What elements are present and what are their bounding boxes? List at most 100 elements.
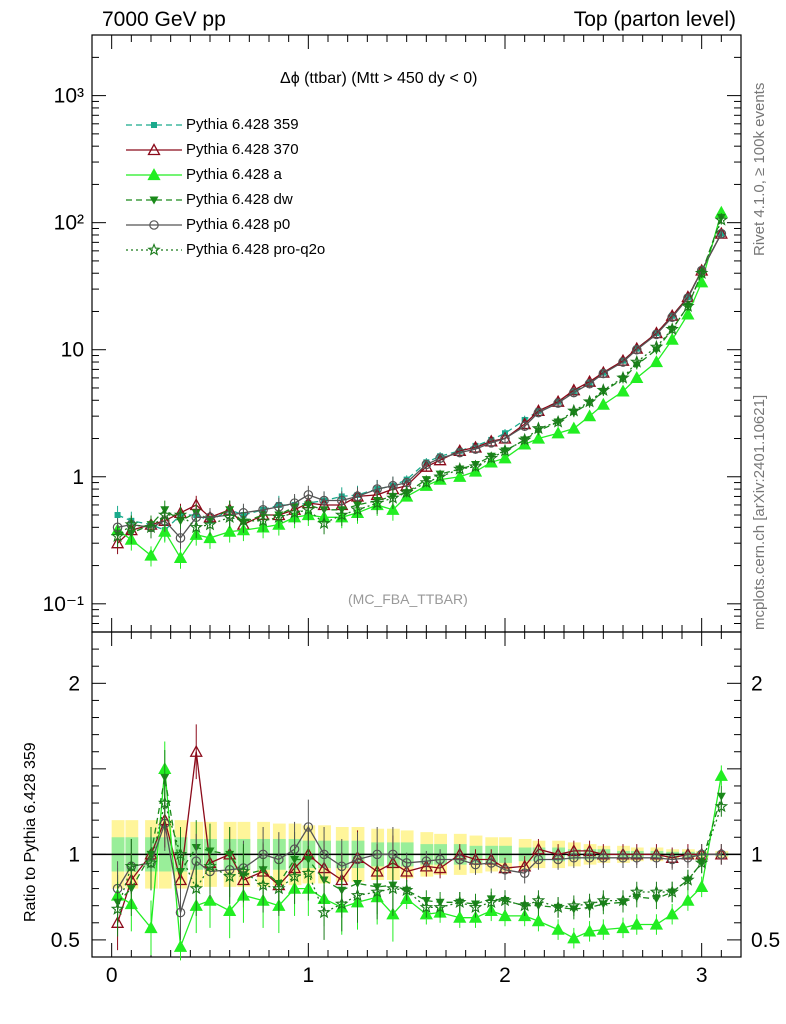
ratio-point-pp0: [651, 852, 662, 863]
legend-item-pdw: Pythia 6.428 dw: [124, 187, 325, 212]
ratio-point-pq2o: [386, 881, 400, 895]
main-y-tick-label: 10²: [54, 212, 84, 235]
ratio-point-pq2o: [665, 884, 679, 898]
ratio-point-pq2o: [144, 855, 158, 869]
main-point-pp0: [553, 398, 563, 408]
legend-label-pq2o: Pythia 6.428 pro-q2o: [186, 241, 326, 258]
main-point-pp0: [519, 421, 530, 432]
main-point-pa: [665, 332, 679, 345]
main-point-pq2o: [629, 354, 644, 368]
ratio-point-pp0: [435, 854, 445, 865]
analysis-watermark: (MC_FBA_TTBAR): [348, 591, 468, 607]
legend-label-pdw: Pythia 6.428 dw: [186, 191, 293, 208]
ratio-point-pq2o: [433, 900, 447, 914]
ratio-point-pq2o: [714, 799, 729, 813]
main-point-pq2o: [144, 520, 158, 534]
ratio-point-pa: [173, 939, 188, 952]
ratio-point-pq2o: [498, 893, 512, 907]
main-point-pq2o: [173, 507, 188, 521]
ratio-point-pp0: [667, 854, 677, 865]
legend-swatch-pa: [126, 167, 182, 180]
main-point-pp0: [533, 407, 544, 418]
legend-label-pa: Pythia 6.428 a: [186, 166, 282, 183]
legend-marker-pq2o: [147, 242, 161, 256]
main-point-pa: [582, 409, 597, 422]
legend-label-pp0: Pythia 6.428 p0: [186, 216, 291, 233]
ratio-point-pq2o: [681, 872, 695, 886]
main-series-p370: [110, 226, 728, 555]
ratio-point-pq2o: [301, 866, 316, 879]
ratio-point-pp0: [401, 858, 412, 868]
ratio-point-pq2o: [189, 881, 204, 895]
plot-title: Δϕ (ttbar) (Mtt > 450 dy < 0): [280, 70, 478, 87]
rivet-version-label: Rivet 4.1.0, ≥ 100k events: [751, 82, 768, 256]
ratio-point-pp0: [519, 868, 530, 878]
main-point-pp0: [651, 329, 662, 340]
main-point-pq2o: [484, 451, 499, 464]
ratio-y-tick-label-left: 0.5: [51, 929, 80, 952]
main-point-pq2o: [551, 414, 565, 428]
main-y-tick-label: 10⁻¹: [43, 593, 84, 616]
main-point-pp0: [486, 438, 497, 448]
ratio-point-pp0: [352, 854, 363, 865]
main-point-pa: [144, 548, 158, 561]
main-point-pp0: [470, 444, 481, 454]
main-point-pq2o: [317, 516, 331, 530]
main-series-pq2o: [110, 212, 729, 548]
ratio-point-pp0: [683, 852, 693, 863]
main-point-pp0: [336, 495, 347, 506]
mcplots-label: mcplots.cern.ch [arXiv:2401.10621]: [751, 394, 768, 630]
main-series-pp0: [112, 228, 727, 549]
main-point-pq2o: [596, 383, 611, 396]
main-point-pq2o: [452, 462, 467, 475]
ratio-point-pq2o: [203, 859, 217, 873]
legend-swatch-pp0: [126, 219, 182, 230]
main-point-pp0: [631, 344, 642, 355]
ratio-y-tick-label-right: 0.5: [751, 929, 780, 952]
main-point-p359: [114, 512, 121, 519]
main-point-pq2o: [399, 485, 414, 499]
ratio-point-pp0: [319, 849, 329, 860]
main-point-pq2o: [681, 299, 695, 312]
ratio-point-pq2o: [694, 855, 709, 869]
main-point-pp0: [303, 490, 314, 500]
ratio-point-pq2o: [222, 869, 237, 883]
ratio-point-pa: [531, 914, 546, 927]
ratio-point-pq2o: [531, 893, 546, 907]
main-point-pp0: [454, 447, 465, 458]
main-point-pp0: [716, 228, 727, 239]
main-point-pq2o: [124, 517, 139, 531]
ratio-point-pa: [714, 768, 728, 781]
main-point-pq2o: [256, 513, 270, 527]
ratio-point-pq2o: [370, 884, 384, 898]
ratio-y-tick-label-left: 1: [68, 843, 80, 866]
ratio-point-pq2o: [173, 847, 188, 861]
legend-swatch-p370: [126, 142, 182, 155]
ratio-point-pq2o: [517, 898, 532, 912]
main-point-pq2o: [287, 505, 302, 519]
legend-label-p370: Pythia 6.428 370: [186, 141, 299, 158]
ratio-axes-box: [91, 631, 742, 958]
ratio-point-pa: [453, 910, 467, 923]
ratio-point-pa: [649, 917, 664, 930]
main-plot-frame: 10⁻¹ 1 10 10² 10³: [43, 34, 742, 633]
main-point-pq2o: [386, 490, 400, 504]
ratio-point-pp0: [716, 849, 727, 860]
ratio-point-pa: [551, 922, 565, 935]
ratio-point-pa: [498, 909, 512, 922]
legend-item-pa: Pythia 6.428 a: [124, 162, 325, 187]
main-point-pp0: [598, 368, 609, 379]
ratio-point-pq2o: [350, 888, 365, 902]
main-line-pa: [117, 212, 722, 560]
ratio-point-pa: [223, 903, 237, 916]
main-point-pa: [386, 502, 400, 515]
main-point-pq2o: [157, 507, 172, 521]
ratio-point-pa: [596, 922, 610, 935]
main-line-pp0: [117, 233, 722, 539]
main-point-pq2o: [468, 459, 483, 473]
ratio-point-pq2o: [567, 898, 581, 912]
ratio-point-p370: [433, 861, 447, 874]
main-point-pa: [173, 551, 188, 564]
main-point-pq2o: [203, 517, 217, 531]
